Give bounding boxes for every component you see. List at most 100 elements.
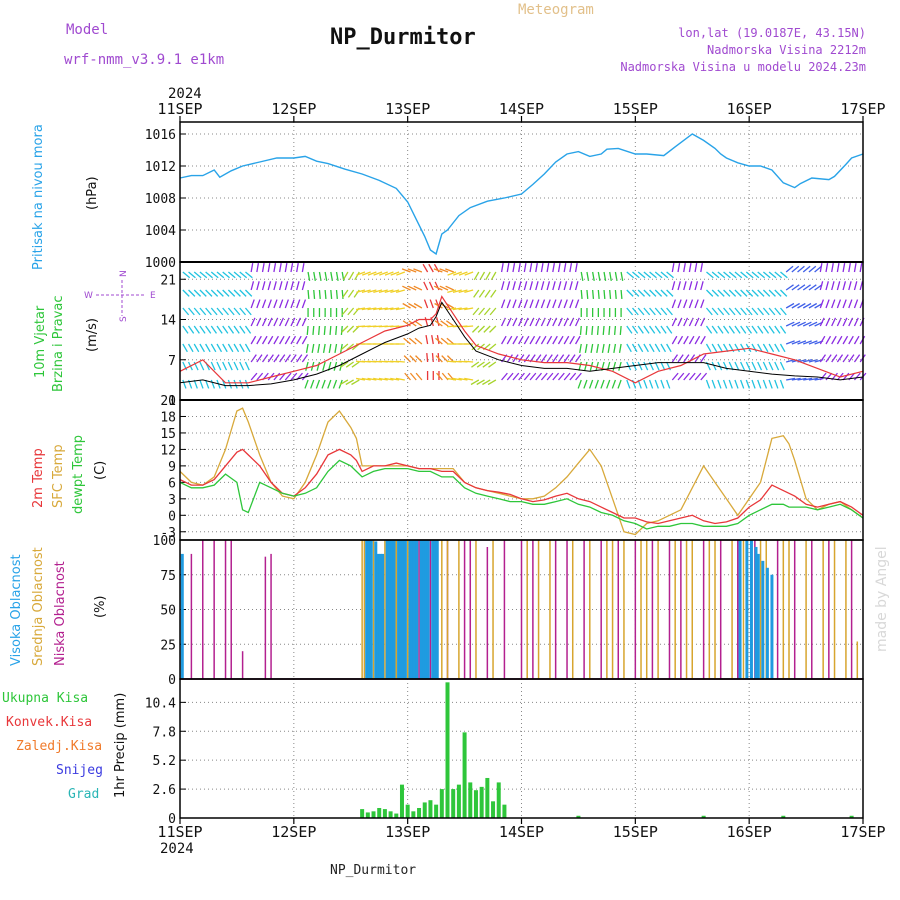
wind-arrow: [361, 377, 371, 381]
wind-arrow: [346, 325, 355, 333]
wind-arrow: [596, 325, 599, 336]
wind-arrow: [485, 271, 491, 281]
wind-arrow: [378, 377, 388, 381]
wind-arrow: [671, 354, 679, 363]
wind-arrow: [233, 325, 240, 334]
wind-arrow: [705, 343, 712, 353]
wind-unit: (m/s): [85, 318, 100, 352]
wind-arrow: [853, 299, 859, 309]
y-tick-label: 0: [168, 509, 176, 524]
wind-arrow: [654, 289, 663, 297]
location-label: lon,lat (19.0187E, 43.15N): [678, 26, 866, 40]
precip-bar: [473, 790, 478, 818]
wind-arrow: [762, 325, 770, 334]
wind-arrow: [842, 317, 848, 327]
wind-arrow: [842, 372, 850, 381]
wind-arrow: [632, 289, 640, 297]
wind-arrow: [643, 307, 651, 316]
wind-arrow: [660, 271, 669, 279]
wind-arrow: [361, 271, 371, 276]
wind-arrow: [779, 325, 787, 334]
model-value: wrf-nmm_v3.9.1 e1km: [64, 52, 224, 68]
wind-arrow: [608, 325, 611, 336]
wind-arrow: [574, 317, 580, 327]
wind-arrow: [395, 377, 405, 381]
wind-arrow: [585, 325, 588, 336]
wind-arrow: [354, 271, 360, 281]
wind-arrow: [791, 340, 801, 345]
wind-arrow: [512, 299, 517, 309]
wind-arrow: [660, 361, 666, 371]
cloud-bar-high: [392, 540, 396, 679]
cloud-bar-high: [397, 540, 401, 679]
wind-arrow: [284, 281, 289, 291]
wind-arrow: [825, 281, 829, 291]
wind-arrow: [523, 372, 531, 381]
wind-arrow: [774, 271, 783, 279]
wind-arrow: [683, 281, 687, 291]
wind-arrow: [745, 325, 753, 334]
precip-bar: [394, 813, 399, 818]
wind-arrow: [723, 289, 731, 297]
wind-arrow: [757, 289, 765, 297]
wind-arrow: [408, 337, 417, 345]
wind-arrow: [305, 343, 309, 353]
wind-arrow: [402, 302, 411, 309]
wind-arrow: [335, 325, 338, 336]
wind-arrow: [518, 281, 522, 291]
wind-arrow: [267, 354, 274, 363]
wind-arrow: [842, 354, 849, 363]
temp-ylabel-3: dewpt Temp: [71, 435, 86, 514]
wind-arrow: [239, 289, 247, 297]
wind-arrow: [831, 354, 838, 363]
wind-arrow: [529, 299, 534, 309]
wind-ylabel-1: 10m Vjetar: [33, 305, 48, 378]
wind-arrow: [751, 361, 757, 371]
wind-arrow: [717, 343, 723, 353]
wind-arrow: [643, 361, 649, 371]
wind-arrow: [740, 289, 748, 297]
wind-arrow: [395, 289, 405, 293]
wind-arrow: [506, 317, 512, 327]
wind-arrow: [831, 335, 837, 345]
wind-arrow: [290, 263, 294, 273]
wind-arrow: [227, 325, 235, 334]
wind-arrow: [506, 335, 513, 345]
wind-arrow: [500, 263, 504, 273]
wind-arrow: [239, 271, 248, 279]
wind-arrow: [233, 379, 238, 389]
wind-arrow: [791, 321, 801, 327]
wind-arrow: [734, 307, 742, 316]
wind-arrow: [802, 284, 811, 291]
wind-arrow: [445, 268, 454, 273]
wind-arrow: [706, 271, 714, 279]
wind-arrow: [706, 289, 714, 297]
wind-arrow: [552, 372, 560, 381]
wind-arrow: [323, 325, 326, 336]
wind-arrow: [199, 379, 204, 389]
wind-arrow: [396, 271, 406, 276]
wind-arrow: [227, 379, 233, 389]
precip-bar: [468, 782, 473, 818]
wind-arrow: [632, 271, 640, 279]
wind-arrow: [244, 307, 252, 316]
wind-arrow: [637, 361, 643, 371]
sfc-temp-line: [179, 407, 864, 536]
wind-arrow: [407, 285, 417, 291]
wind-arrow: [433, 285, 443, 291]
wind-arrow: [540, 263, 544, 273]
cloud-bar-high: [378, 553, 382, 679]
wind-arrow: [529, 335, 536, 345]
wind-arrow: [637, 289, 646, 297]
y-tick-label: 2.6: [153, 783, 176, 798]
wind-arrow: [470, 379, 480, 386]
wind-arrow: [245, 271, 253, 279]
wind-arrow: [683, 263, 686, 273]
y-tick-label: 6: [168, 476, 176, 491]
wind-arrow: [452, 377, 462, 381]
wind-arrow: [500, 281, 505, 291]
y-tick-label: 21: [160, 273, 176, 288]
wind-arrow: [313, 271, 316, 281]
wind-arrow: [859, 263, 863, 273]
wind-arrow: [705, 379, 711, 389]
